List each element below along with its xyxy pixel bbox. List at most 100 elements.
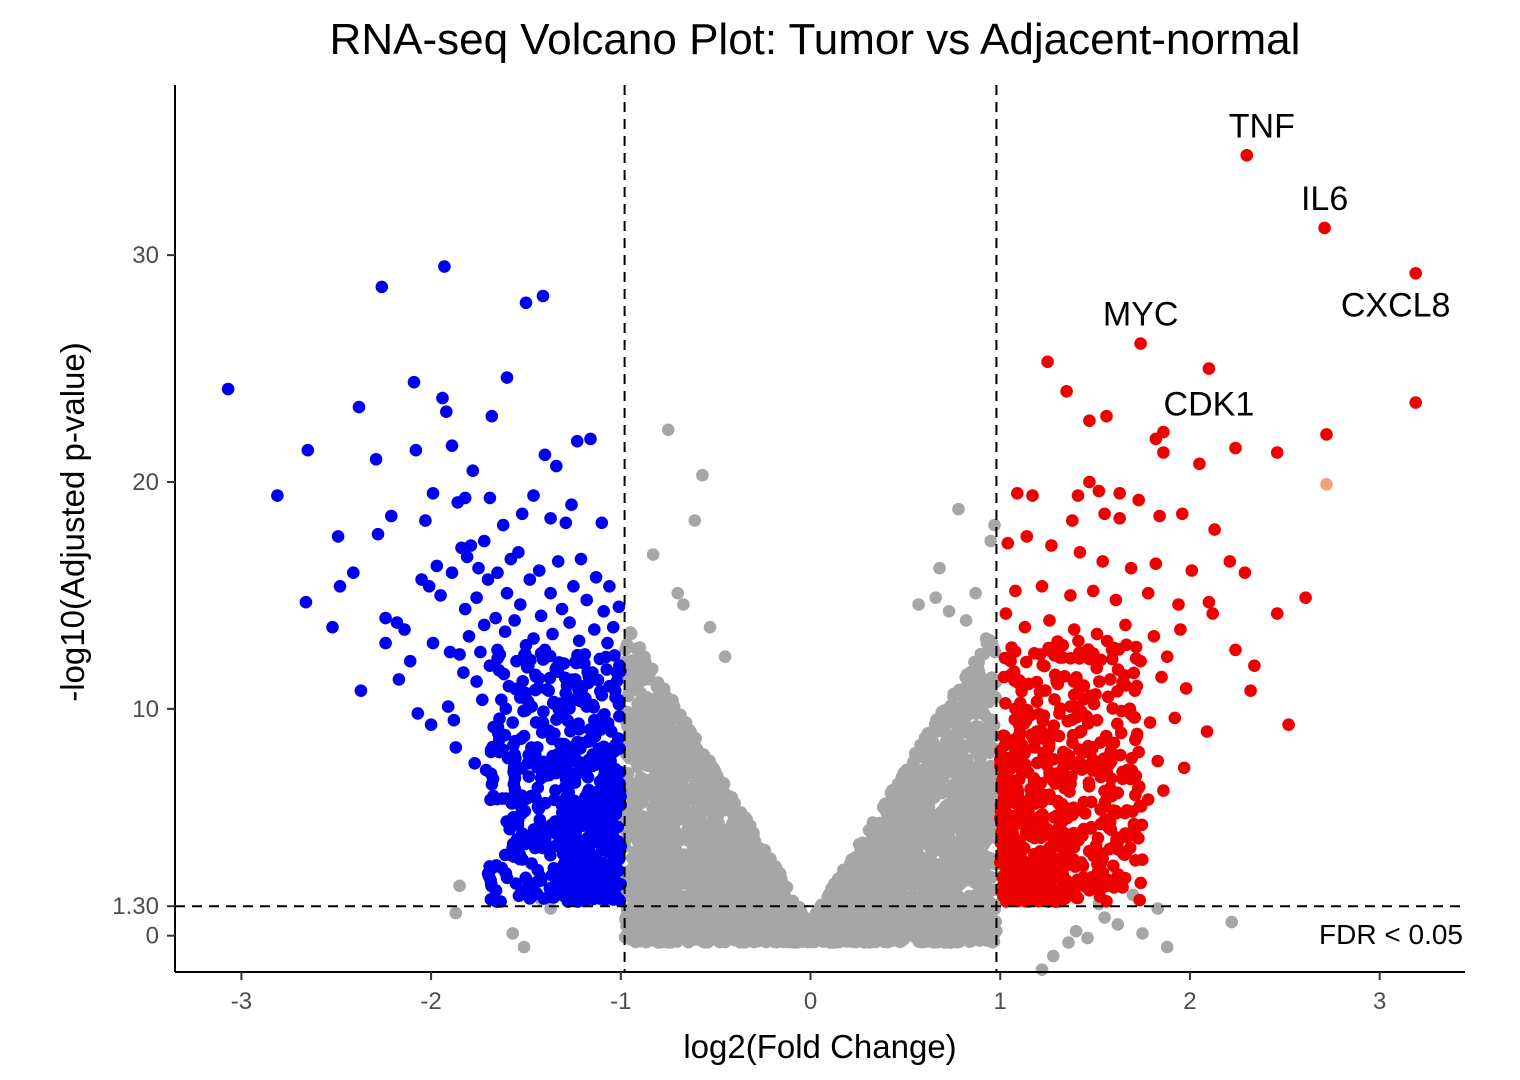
gene-point (221, 382, 235, 396)
gene-point (570, 656, 583, 670)
gene-label: CDK1 (1164, 386, 1255, 424)
gene-point (569, 673, 582, 686)
gene-point (519, 296, 533, 310)
gene-point (1115, 704, 1128, 718)
gene-point (955, 748, 968, 761)
gene-point (521, 757, 535, 770)
gene-point (908, 813, 922, 827)
gene-point (865, 935, 878, 949)
gene-point (1082, 844, 1096, 858)
gene-point (1047, 949, 1060, 963)
gene-point (664, 885, 677, 898)
gene-point (544, 586, 557, 600)
gene-point (1037, 709, 1051, 722)
gene-point (682, 723, 696, 736)
gene-point (593, 652, 607, 666)
gene-point (1124, 561, 1138, 575)
gene-point (559, 780, 572, 794)
gene-point (496, 792, 509, 805)
gene-point (1133, 780, 1146, 793)
gene-point (653, 892, 666, 905)
gene-point (634, 848, 647, 861)
gene-point (529, 791, 542, 805)
gene-point (740, 844, 753, 858)
gene-point (933, 561, 946, 575)
gene-point (538, 643, 552, 657)
gene-point (861, 923, 874, 936)
gene-point (1409, 267, 1422, 280)
gene-point (522, 770, 536, 783)
gene-point (995, 756, 1009, 769)
gene-point (574, 756, 588, 769)
gene-point (929, 591, 942, 604)
gene-point (777, 935, 791, 948)
gene-point (572, 683, 585, 697)
gene-point (1064, 589, 1077, 602)
gene-point (520, 661, 534, 674)
gene-point (840, 881, 854, 895)
gene-point (641, 715, 655, 729)
gene-point (574, 838, 588, 851)
gene-point (564, 839, 577, 853)
gene-point (667, 923, 681, 936)
gene-point (1240, 149, 1254, 162)
gene-point (976, 762, 990, 776)
gene-point (1037, 746, 1050, 760)
gene-point (1168, 711, 1182, 725)
gene-point (976, 685, 989, 699)
gene-point (570, 812, 583, 826)
gene-point (718, 650, 732, 663)
gene-point (729, 910, 743, 924)
gene-point (493, 745, 506, 759)
x-tick-label: 3 (1373, 988, 1386, 1015)
gene-point (1111, 786, 1125, 800)
gene-point (931, 810, 944, 824)
gene-point (1042, 827, 1056, 841)
gene-point (1093, 890, 1107, 903)
gene-point (496, 518, 510, 532)
gene-point (529, 668, 542, 682)
gene-point (1050, 809, 1064, 822)
gene-point (371, 527, 385, 541)
gene-point (533, 813, 547, 827)
gene-point (1110, 831, 1124, 844)
gene-point (951, 770, 965, 783)
gene-point (527, 489, 540, 502)
gene-point (844, 934, 857, 948)
gene-point (403, 654, 417, 668)
gene-point (679, 814, 692, 827)
gene-point (952, 502, 965, 516)
gene-point (449, 741, 463, 754)
gene-point (1107, 736, 1121, 750)
gene-point (839, 909, 853, 922)
gene-point (1064, 700, 1077, 713)
gene-point (1248, 659, 1261, 672)
gene-point (535, 726, 549, 739)
gene-point (1057, 745, 1070, 759)
gene-point (820, 911, 833, 925)
gene-point (449, 906, 463, 920)
gene-point (1005, 641, 1018, 654)
gene-point (603, 679, 616, 693)
gene-point (696, 468, 709, 482)
gene-point (770, 890, 784, 903)
gene-point (1096, 555, 1109, 568)
gene-point (968, 901, 982, 915)
gene-point (763, 901, 776, 914)
gene-point (961, 815, 974, 828)
gene-point (531, 761, 544, 774)
gene-point (681, 737, 695, 751)
gene-point (578, 856, 592, 870)
gene-point (1026, 489, 1039, 502)
gene-point (902, 834, 916, 848)
gene-point (656, 809, 670, 822)
gene-point (553, 837, 566, 850)
gene-point (588, 623, 601, 636)
gene-point (878, 797, 892, 811)
gene-point (485, 409, 499, 423)
gene-point (988, 518, 1001, 532)
gene-point (1083, 414, 1096, 428)
x-tick-label: -2 (420, 988, 441, 1015)
gene-point (536, 716, 550, 729)
gene-point (385, 509, 398, 523)
